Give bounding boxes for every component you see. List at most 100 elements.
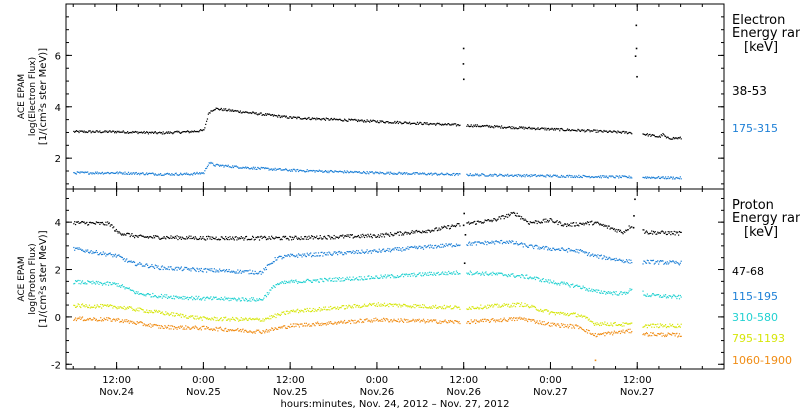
data-point	[231, 319, 232, 320]
data-point	[94, 318, 95, 319]
data-point	[343, 305, 344, 306]
data-point	[376, 122, 377, 123]
data-point	[595, 333, 596, 334]
y-tick-label: 6	[55, 51, 61, 62]
data-point	[492, 176, 493, 177]
data-point	[239, 271, 240, 272]
data-point	[390, 251, 391, 252]
data-point	[525, 318, 526, 319]
data-point	[433, 272, 434, 273]
data-point	[418, 320, 419, 321]
data-point	[358, 306, 359, 307]
data-point	[75, 224, 76, 225]
data-point	[115, 320, 116, 321]
data-point	[96, 173, 97, 174]
data-point	[625, 261, 626, 262]
data-point	[237, 110, 238, 111]
data-point	[374, 235, 375, 236]
data-point	[453, 173, 454, 174]
data-point	[144, 131, 145, 132]
data-point	[316, 323, 317, 324]
data-point	[517, 320, 518, 321]
data-point	[150, 323, 151, 324]
data-point	[279, 237, 280, 238]
data-point	[97, 282, 98, 283]
data-point	[570, 286, 571, 287]
spike-point	[463, 79, 465, 81]
data-point	[310, 237, 311, 238]
data-point	[433, 230, 434, 231]
data-point	[619, 231, 620, 232]
data-point	[551, 250, 552, 251]
data-point	[379, 173, 380, 174]
data-point	[631, 331, 632, 332]
data-point	[292, 170, 293, 171]
data-point	[330, 306, 331, 307]
data-point	[240, 238, 241, 239]
data-point	[533, 278, 534, 279]
data-point	[571, 226, 572, 227]
data-point	[253, 237, 254, 238]
data-point	[398, 319, 399, 320]
data-point	[602, 322, 603, 323]
data-point	[103, 306, 104, 307]
data-point	[136, 291, 137, 292]
data-point	[270, 290, 271, 291]
data-point	[372, 321, 373, 322]
data-point	[406, 233, 407, 234]
data-point	[383, 249, 384, 250]
series-795-1193	[73, 302, 682, 328]
data-point	[113, 226, 114, 227]
data-point	[246, 299, 247, 300]
data-point	[175, 315, 176, 316]
data-point	[583, 223, 584, 224]
data-point	[249, 300, 250, 301]
data-point	[429, 247, 430, 248]
data-point	[176, 173, 177, 174]
data-point	[318, 252, 319, 253]
data-point	[419, 272, 420, 273]
data-point	[333, 253, 334, 254]
data-point	[122, 132, 123, 133]
data-point	[512, 273, 513, 274]
data-point	[458, 307, 459, 308]
data-point	[389, 236, 390, 237]
data-point	[379, 237, 380, 238]
data-point	[99, 130, 100, 131]
data-point	[441, 308, 442, 309]
data-point	[150, 327, 151, 328]
data-point	[262, 299, 263, 300]
data-point	[347, 277, 348, 278]
data-point	[238, 272, 239, 273]
data-point	[611, 292, 612, 293]
data-point	[547, 249, 548, 250]
data-point	[557, 224, 558, 225]
data-point	[315, 119, 316, 120]
data-point	[414, 274, 415, 275]
data-point	[378, 234, 379, 235]
data-point	[470, 126, 471, 127]
data-point	[513, 305, 514, 306]
data-point	[379, 122, 380, 123]
data-point	[237, 299, 238, 300]
data-point	[117, 308, 118, 309]
data-point	[358, 279, 359, 280]
data-point	[607, 227, 608, 228]
data-point	[222, 237, 223, 238]
data-point	[385, 274, 386, 275]
data-point	[484, 275, 485, 276]
data-point	[558, 325, 559, 326]
data-point	[274, 316, 275, 317]
data-point	[281, 239, 282, 240]
data-point	[255, 331, 256, 332]
data-point	[74, 305, 75, 306]
data-point	[452, 175, 453, 176]
data-point	[329, 323, 330, 324]
data-point	[319, 325, 320, 326]
data-point	[409, 274, 410, 275]
data-point	[204, 170, 205, 171]
data-point	[453, 323, 454, 324]
data-point	[85, 304, 86, 305]
